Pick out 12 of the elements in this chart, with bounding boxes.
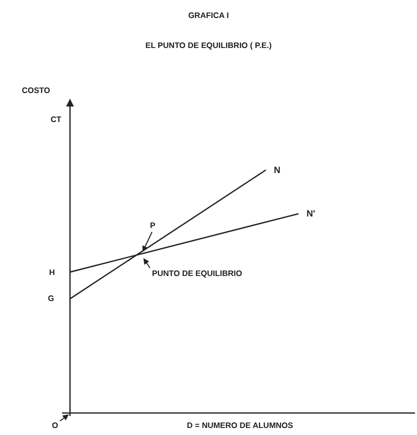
text: CT <box>50 115 62 124</box>
chart-subtitle: EL PUNTO DE EQUILIBRIO ( P.E.) <box>145 41 272 50</box>
annotation: PUNTO DE EQUILIBRIO <box>152 269 242 278</box>
chart-title: GRAFICA I <box>188 11 229 20</box>
text: G <box>48 294 54 303</box>
series-label: N' <box>306 208 316 219</box>
text: COSTO <box>22 86 50 95</box>
text: O <box>52 421 58 430</box>
series-label: N <box>274 165 280 175</box>
x-axis-title: D = NUMERO DE ALUMNOS <box>186 421 294 430</box>
annotation: P <box>150 221 156 230</box>
text: H <box>49 268 56 277</box>
